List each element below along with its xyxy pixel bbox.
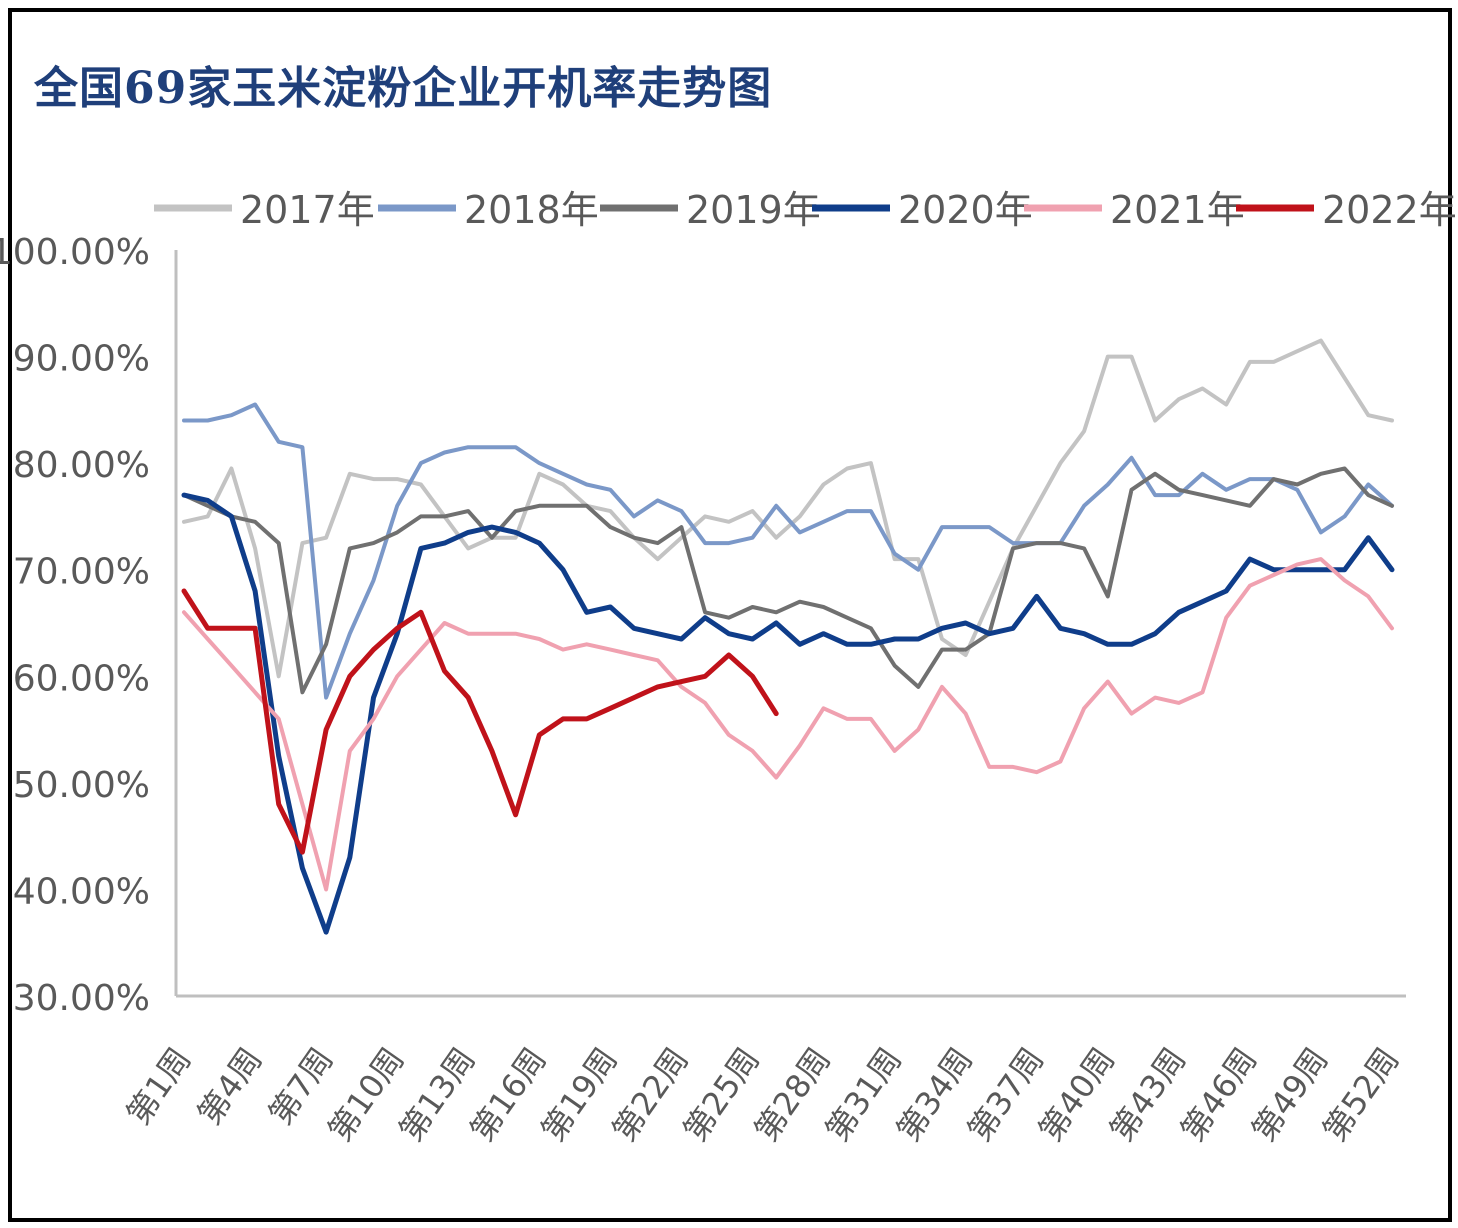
x-tick-label: 第4周 bbox=[190, 1041, 270, 1132]
legend-label: 2021年 bbox=[1110, 188, 1245, 232]
series-line-2018年 bbox=[182, 402, 1394, 700]
y-tick-label: 70.00% bbox=[13, 552, 150, 593]
x-tick-label: 第52周 bbox=[1315, 1041, 1406, 1149]
y-axis: 100.00% 90.00% 80.00% 70.00% 60.00% 50.00% 40.… bbox=[0, 232, 178, 1019]
y-tick-label: 50.00% bbox=[13, 765, 150, 806]
series-line-2022年 bbox=[181, 588, 779, 855]
y-tick-label: 80.00% bbox=[13, 445, 150, 486]
legend-label: 2019年 bbox=[686, 188, 821, 232]
legend: 2017年 2018年 2019年 2020年 2021年 2022年 bbox=[154, 188, 1457, 232]
series-line-2017年 bbox=[182, 338, 1394, 679]
series-line-2020年 bbox=[181, 492, 1395, 935]
series-line-2019年 bbox=[182, 466, 1394, 695]
y-tick-label: 40.00% bbox=[13, 871, 150, 912]
series-line-2021年 bbox=[182, 557, 1394, 892]
plot-area bbox=[181, 338, 1395, 935]
x-axis: 第1周第4周第7周第10周第13周第16周第19周第22周第25周第28周第31… bbox=[119, 994, 1407, 1149]
legend-label: 2020年 bbox=[898, 188, 1033, 232]
y-tick-label: 100.00% bbox=[0, 232, 150, 273]
y-tick-label: 30.00% bbox=[13, 978, 150, 1019]
y-tick-label: 90.00% bbox=[13, 339, 150, 380]
x-tick-label: 第1周 bbox=[119, 1041, 199, 1132]
legend-label: 2018年 bbox=[464, 188, 599, 232]
y-tick-label: 60.00% bbox=[13, 658, 150, 699]
legend-label: 2017年 bbox=[240, 188, 375, 232]
legend-label: 2022年 bbox=[1322, 188, 1457, 232]
chart-title: 全国69家玉米淀粉企业开机率走势图 bbox=[34, 63, 773, 114]
